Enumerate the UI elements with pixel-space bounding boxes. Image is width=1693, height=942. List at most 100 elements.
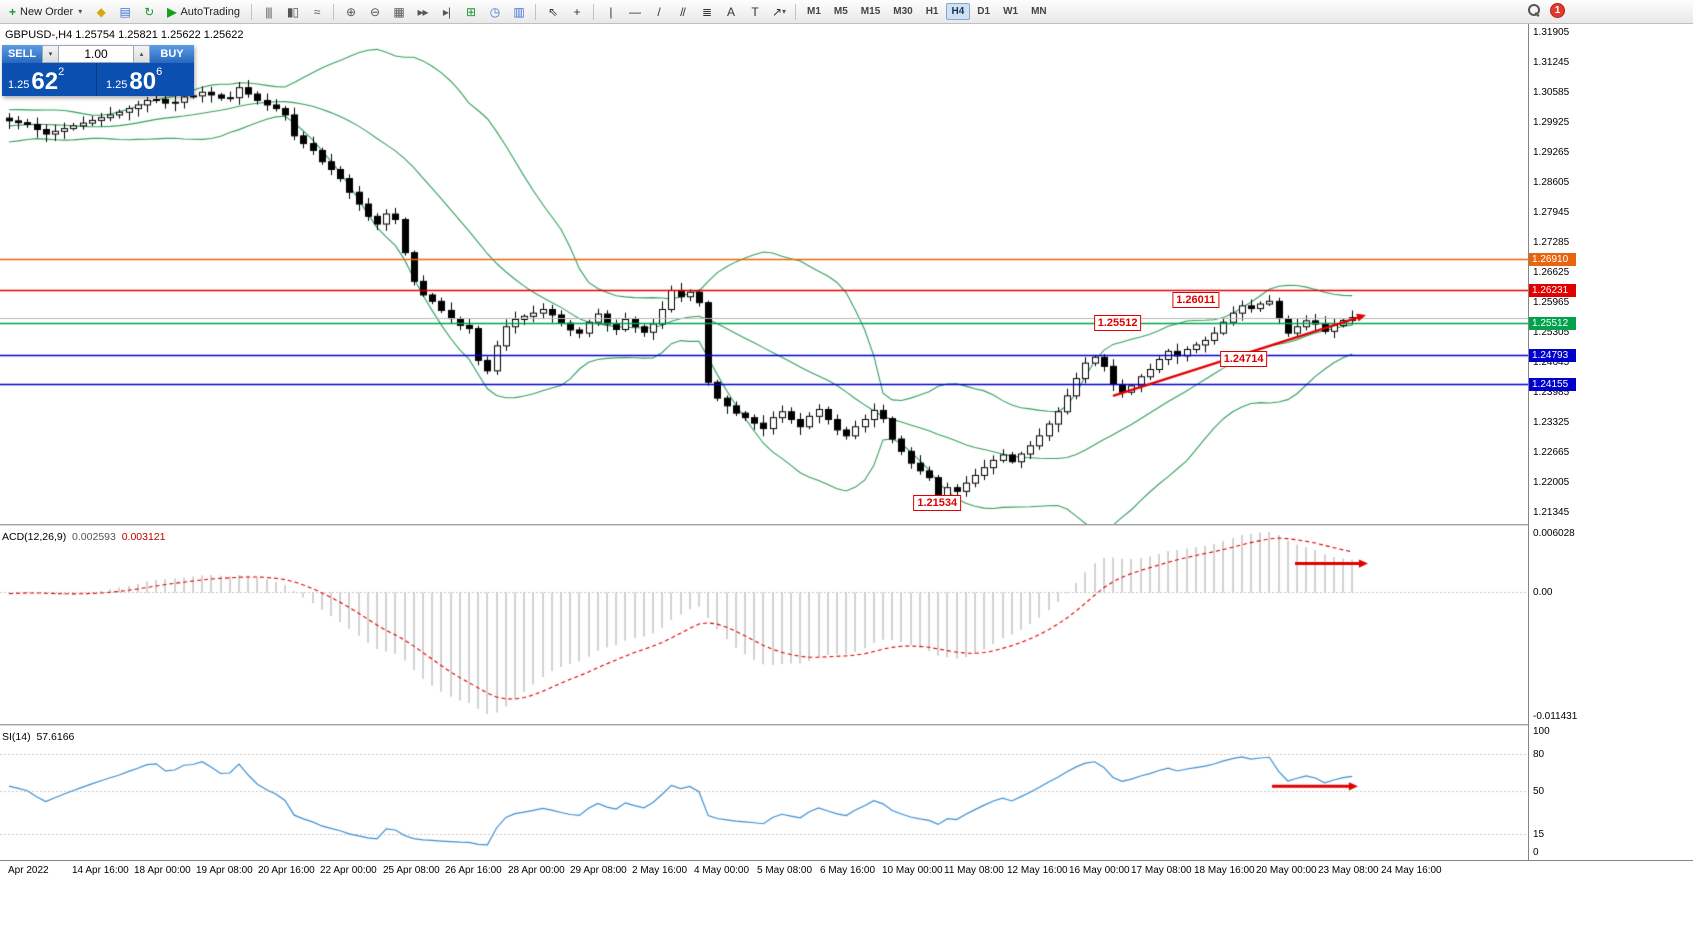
rsi-value: 57.6166	[36, 731, 75, 743]
price-annotation[interactable]: 1.24714	[1219, 350, 1268, 367]
data-window-icon[interactable]: ▤	[119, 4, 131, 19]
rsi-scale-label: 50	[1533, 786, 1545, 797]
autotrading-icon: ▶	[167, 4, 177, 19]
time-axis-label: 5 May 08:00	[757, 865, 813, 876]
profiles-icon[interactable]: ◷	[489, 4, 500, 19]
price-line-label: 1.25512	[1529, 316, 1576, 330]
macd-signal-value: 0.003121	[121, 531, 166, 543]
trendline-icon[interactable]: /	[657, 4, 660, 19]
metaeditor-icon[interactable]: ◆	[96, 4, 106, 19]
price-scale-label: 1.27285	[1533, 237, 1570, 248]
time-axis-label: 14 Apr 16:00	[72, 865, 129, 876]
time-axis-label: 2 May 16:00	[632, 865, 688, 876]
time-axis-label: 29 Apr 08:00	[570, 865, 627, 876]
price-scale[interactable]: 1.31905 1.31245 1.30585 1.29925 1.29265 1.286…	[1528, 24, 1693, 860]
volume-spinner-up[interactable]: ▴	[133, 45, 150, 63]
time-axis[interactable]: Apr 2022 14 Apr 16:00 18 Apr 00:00 19 Apr 0…	[0, 860, 1693, 880]
panel-splitter-macd[interactable]	[0, 524, 1693, 526]
time-axis-label: 10 May 00:00	[882, 865, 943, 876]
rsi-scale-label: 15	[1533, 828, 1545, 840]
chevron-down-icon: ▾	[78, 7, 83, 16]
horizontal-line-icon[interactable]: —	[628, 4, 641, 19]
rsi-scale-label: 0	[1533, 847, 1539, 858]
price-line-label: 1.24155	[1529, 378, 1576, 392]
buy-price-display[interactable]: 1.25 80 6	[96, 63, 194, 96]
arrows-icon[interactable]: ↗ ▾	[771, 4, 786, 19]
zoom-in-icon[interactable]: ⊕	[345, 4, 356, 19]
macd-scale-zero: 0.00	[1533, 586, 1553, 598]
search-icon[interactable]	[1528, 4, 1541, 17]
volume-spinner-down[interactable]: ▾	[42, 45, 59, 63]
toolbar-separator	[332, 3, 334, 20]
price-annotation[interactable]: 1.21534	[913, 495, 962, 512]
indicators-list-icon[interactable]: ▥	[513, 4, 524, 19]
vertical-line-icon[interactable]: |	[609, 4, 612, 19]
time-axis-label: 25 Apr 08:00	[383, 865, 440, 876]
text-label-icon[interactable]: T	[751, 4, 758, 19]
toolbar: + New Order ▾ ◆ ▤ ↻ ▶ AutoTrading ||| ▮▯ ≈ ⊕ ⊖ ▦ ▸▸ ▸| ⊞…	[0, 0, 1693, 24]
rsi-scale-label: 80	[1533, 749, 1545, 761]
cursor-icon[interactable]: ⇖	[547, 4, 558, 19]
trade-panel-prices: 1.25 62 2 1.25 80 6	[2, 63, 194, 96]
rsi-indicator-canvas[interactable]	[0, 726, 1528, 860]
one-click-trading-panel: SELL ▾ 1.00 ▴ BUY 1.25 62 2 1.25 80 6	[2, 45, 194, 96]
bid-prefix: 1.25	[8, 79, 30, 91]
chart-ohlc-title: GBPUSD-,H4 1.25754 1.25821 1.25622 1.256…	[5, 29, 244, 41]
fibonacci-icon[interactable]: ≣	[701, 4, 712, 19]
new-order-icon: +	[9, 4, 17, 19]
price-line-label: 1.26231	[1529, 283, 1576, 297]
bars-chart-icon[interactable]: |||	[265, 4, 272, 19]
timeframe-m1-button[interactable]: M1	[806, 6, 821, 17]
time-axis-label: 12 May 16:00	[1007, 865, 1068, 876]
zoom-out-icon[interactable]: ⊖	[369, 4, 380, 19]
refresh-icon[interactable]: ↻	[144, 4, 154, 19]
rsi-name: SI(14)	[2, 731, 31, 743]
timeframe-m30-button[interactable]: M30	[893, 6, 913, 17]
toolbar-separator	[534, 3, 536, 20]
macd-indicator-canvas[interactable]	[0, 526, 1528, 724]
time-axis-label: 26 Apr 16:00	[445, 865, 502, 876]
time-axis-label: 20 May 00:00	[1256, 865, 1317, 876]
auto-scroll-icon[interactable]: ▸▸	[417, 4, 428, 19]
equidistant-channel-icon[interactable]: //	[680, 4, 686, 19]
time-axis-label: 23 May 08:00	[1318, 865, 1379, 876]
ask-big-digits: 80	[129, 68, 157, 95]
main-price-chart-canvas[interactable]	[0, 24, 1528, 524]
candlestick-chart-icon[interactable]: ▮▯	[286, 4, 299, 19]
new-chart-icon[interactable]: ⊞	[465, 4, 476, 19]
macd-main-value: 0.002593	[72, 531, 116, 543]
price-annotation[interactable]: 1.25512	[1093, 314, 1142, 331]
panel-splitter-rsi[interactable]	[0, 724, 1693, 726]
timeframe-h1-button[interactable]: H1	[925, 6, 939, 17]
crosshair-icon[interactable]: +	[573, 4, 580, 19]
price-scale-label: 1.23985	[1533, 387, 1570, 398]
timeframe-d1-button[interactable]: D1	[977, 6, 991, 17]
sell-price-display[interactable]: 1.25 62 2	[2, 63, 96, 96]
timeframe-h4-button[interactable]: H4	[945, 3, 971, 20]
line-chart-icon[interactable]: ≈	[313, 4, 321, 19]
price-annotation[interactable]: 1.26011	[1172, 291, 1220, 308]
timeframe-mn-button[interactable]: MN	[1031, 6, 1047, 17]
chevron-down-icon: ▾	[782, 7, 786, 16]
new-order-button[interactable]: + New Order ▾	[3, 2, 88, 22]
time-axis-label: 11 May 08:00	[944, 865, 1004, 876]
timeframe-m5-button[interactable]: M5	[833, 6, 848, 17]
chart-region: 1.31905 1.31245 1.30585 1.29925 1.29265 1.286…	[0, 24, 1693, 942]
macd-scale-min: -0.011431	[1533, 711, 1578, 722]
tile-windows-icon[interactable]: ▦	[393, 4, 404, 19]
volume-input[interactable]: 1.00	[59, 45, 133, 63]
text-icon[interactable]: A	[726, 4, 735, 19]
time-axis-label: 18 Apr 00:00	[134, 865, 191, 876]
time-axis-label: 20 Apr 16:00	[258, 865, 315, 876]
buy-button[interactable]: BUY	[150, 45, 194, 63]
timeframe-w1-button[interactable]: W1	[1003, 6, 1019, 17]
bid-big-digits: 62	[31, 68, 59, 95]
notification-badge[interactable]: 1	[1550, 3, 1565, 18]
chart-shift-icon[interactable]: ▸|	[442, 4, 451, 19]
sell-button[interactable]: SELL	[2, 45, 42, 63]
autotrading-button[interactable]: ▶ AutoTrading	[161, 2, 246, 22]
timeframe-m15-button[interactable]: M15	[860, 6, 881, 17]
price-scale-label: 1.25305	[1533, 327, 1570, 338]
ask-prefix: 1.25	[106, 79, 128, 91]
trade-panel-controls: SELL ▾ 1.00 ▴ BUY	[2, 45, 194, 63]
